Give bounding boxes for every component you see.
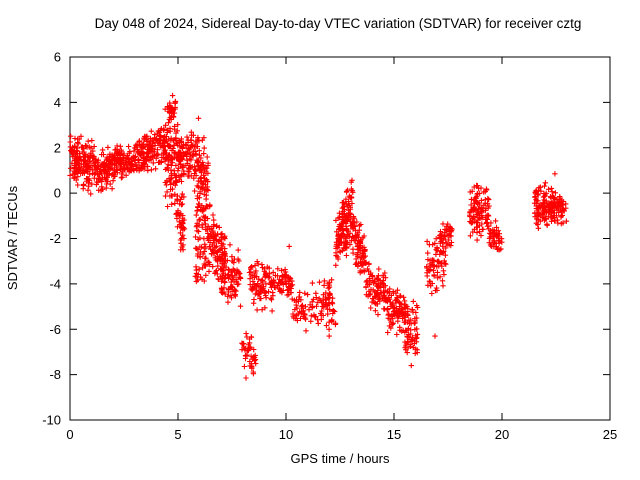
plot-border bbox=[69, 56, 611, 421]
x-tick-label: 15 bbox=[387, 427, 401, 442]
x-tick-label: 10 bbox=[279, 427, 293, 442]
y-axis-label: SDTVAR / TECUs bbox=[5, 185, 20, 290]
y-tick-label: -4 bbox=[49, 276, 61, 291]
x-axis-label: GPS time / hours bbox=[291, 451, 390, 466]
scatter-points bbox=[67, 92, 570, 381]
x-tick-label: 20 bbox=[495, 427, 509, 442]
x-tick-label: 0 bbox=[66, 427, 73, 442]
y-tick-label: 6 bbox=[54, 50, 61, 65]
y-tick-label: -6 bbox=[49, 322, 61, 337]
y-tick-label: -8 bbox=[49, 367, 61, 382]
x-tick-label: 5 bbox=[174, 427, 181, 442]
y-tick-label: -10 bbox=[42, 413, 61, 428]
x-tick-label: 25 bbox=[603, 427, 617, 442]
plot-axes: 0 5 10 15 20 25 -10 -8 -6 -4 -2 0 2 4 6 bbox=[42, 50, 617, 443]
y-tick-label: 4 bbox=[54, 95, 61, 110]
y-tick-label: 2 bbox=[54, 140, 61, 155]
data-point-markers bbox=[67, 92, 570, 381]
y-tick-label: 0 bbox=[54, 186, 61, 201]
y-tick-label: -2 bbox=[49, 231, 61, 246]
chart-title: Day 048 of 2024, Sidereal Day-to-day VTE… bbox=[95, 16, 582, 31]
